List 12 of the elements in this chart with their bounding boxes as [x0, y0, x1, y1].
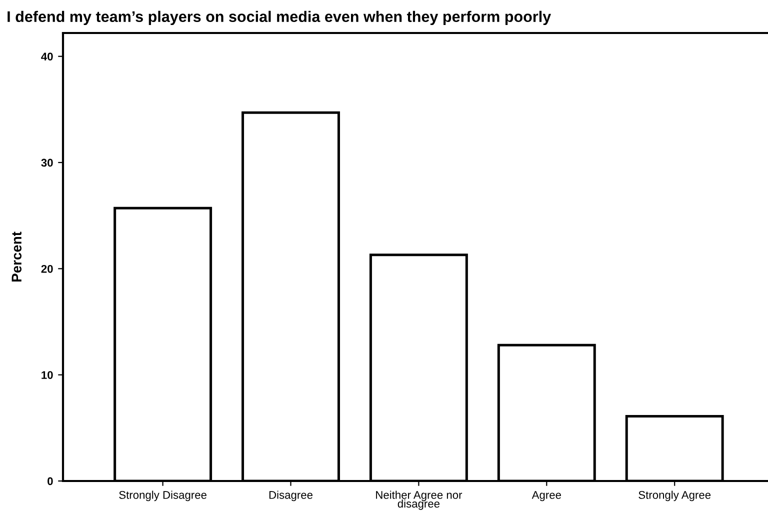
x-tick-label: Strongly Disagree [119, 490, 206, 502]
y-tick-label: 30 [41, 158, 53, 167]
x-tick-label: Strongly Agree [638, 490, 711, 502]
y-axis-title: Percent [12, 232, 22, 282]
chart-title: I defend my team’s players on social media even when they perform poorly [8, 10, 552, 26]
x-tick-label: Agree [532, 491, 561, 502]
y-tick-label: 0 [48, 477, 53, 486]
x-tick-label: Disagree [269, 490, 312, 502]
y-tick-label: 20 [41, 264, 53, 273]
y-tick-label: 10 [42, 371, 53, 379]
x-tick-label: Neither Agree nor disagree [376, 490, 462, 510]
y-tick-label: 40 [41, 52, 53, 60]
